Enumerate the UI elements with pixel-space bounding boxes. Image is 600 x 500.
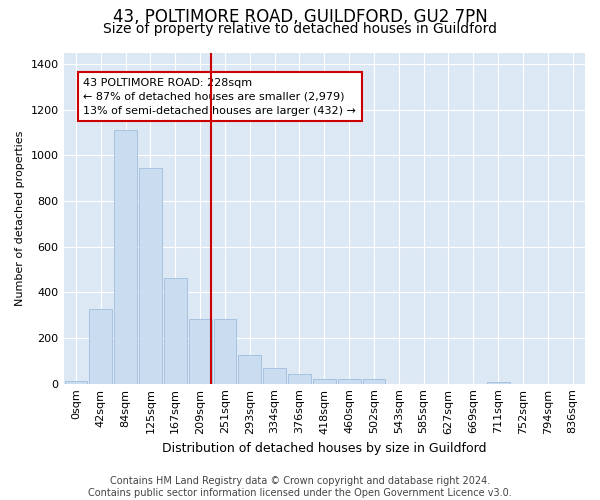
- Y-axis label: Number of detached properties: Number of detached properties: [15, 130, 25, 306]
- Bar: [139, 168, 162, 384]
- Bar: [114, 130, 137, 384]
- Bar: [362, 378, 385, 384]
- Text: Size of property relative to detached houses in Guildford: Size of property relative to detached ho…: [103, 22, 497, 36]
- Bar: [65, 382, 88, 384]
- Bar: [188, 318, 212, 384]
- Bar: [487, 382, 509, 384]
- Bar: [338, 378, 361, 384]
- Text: 43 POLTIMORE ROAD: 228sqm
← 87% of detached houses are smaller (2,979)
13% of se: 43 POLTIMORE ROAD: 228sqm ← 87% of detac…: [83, 78, 356, 116]
- Bar: [238, 355, 261, 384]
- Bar: [288, 374, 311, 384]
- Text: 43, POLTIMORE ROAD, GUILDFORD, GU2 7PN: 43, POLTIMORE ROAD, GUILDFORD, GU2 7PN: [113, 8, 487, 26]
- Bar: [263, 368, 286, 384]
- X-axis label: Distribution of detached houses by size in Guildford: Distribution of detached houses by size …: [162, 442, 487, 455]
- Bar: [164, 278, 187, 384]
- Bar: [313, 378, 335, 384]
- Bar: [214, 318, 236, 384]
- Text: Contains HM Land Registry data © Crown copyright and database right 2024.
Contai: Contains HM Land Registry data © Crown c…: [88, 476, 512, 498]
- Bar: [89, 309, 112, 384]
